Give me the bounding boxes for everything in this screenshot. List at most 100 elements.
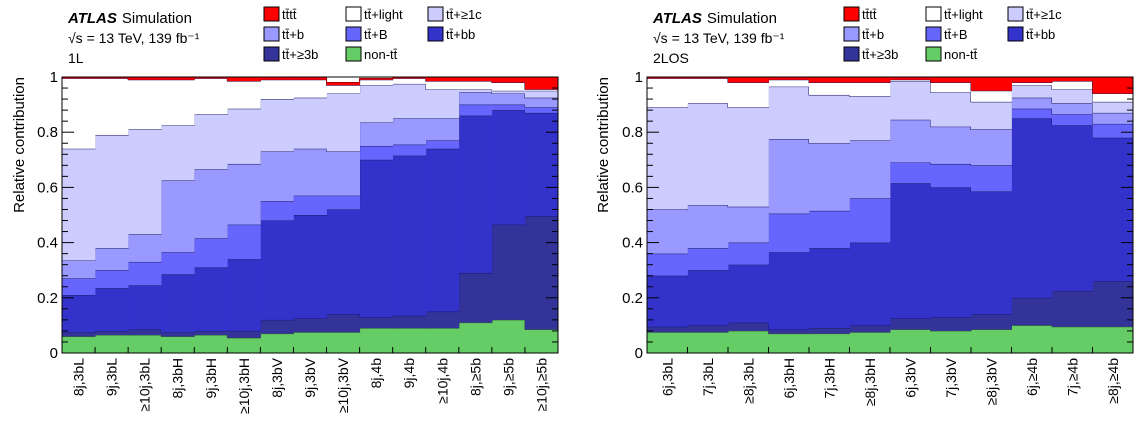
legend-swatch-ge3b (843, 46, 860, 62)
x-tick-label: ≥10j,3bH (236, 358, 252, 414)
bin-nontt-4 (768, 333, 810, 353)
x-tick-label: 9j,4b (401, 358, 417, 389)
bin-ge3b-12 (1092, 281, 1134, 327)
bin-b-8 (930, 126, 972, 164)
legend-label-ge1c: tt̄+≥1c (1026, 7, 1062, 22)
x-tick-label: ≥10j,3bV (335, 357, 351, 413)
x-tick-label: ≥10j,3bL (137, 358, 153, 412)
bin-tttt-6 (849, 77, 891, 83)
legend-label-tttt: tt̄tt̄ (862, 7, 877, 22)
x-tick-label: 7j,≥4b (1064, 358, 1080, 396)
bin-ge1c-11 (1052, 89, 1093, 104)
bin-bb-14 (491, 110, 526, 225)
bin-light-3 (728, 82, 769, 108)
legend-swatch-ge1c (427, 6, 444, 22)
bin-nontt-5 (194, 335, 228, 353)
bin-ge1c-7 (260, 99, 294, 152)
bin-ge1c-10 (1011, 85, 1053, 98)
legend-label-nontt: non-tt̄ (944, 47, 978, 62)
bin-bb-5 (194, 267, 228, 331)
bin-light-7 (260, 79, 294, 100)
bin-bb-12 (425, 148, 460, 312)
bin-ge3b-8 (930, 317, 972, 331)
bin-nontt-14 (491, 319, 526, 353)
legend-label-light: tt̄+light (364, 7, 403, 22)
bin-light-8 (930, 82, 972, 93)
bin-tttt-11 (392, 77, 427, 79)
bin-nontt-13 (458, 322, 493, 353)
bin-ge3b-11 (392, 315, 427, 329)
bin-light-12 (425, 81, 460, 90)
x-tick-label: 8j,3bH (170, 358, 186, 398)
x-tick-label: 8j,≥5b (467, 358, 483, 396)
bin-B-6 (227, 224, 261, 260)
bin-bb-2 (95, 288, 129, 331)
bin-ge3b-1 (62, 332, 96, 337)
bin-bb-1 (647, 275, 688, 327)
x-tick-label: ≥8j,3bV (983, 357, 999, 405)
bin-ge3b-6 (849, 325, 891, 333)
bin-tttt-11 (1052, 77, 1093, 82)
bin-bb-11 (1052, 125, 1093, 291)
legend-swatch-nontt (345, 46, 362, 62)
legend-label-b: tt̄+b (862, 27, 884, 42)
bin-tttt-8 (930, 77, 972, 83)
bin-b-14 (491, 93, 526, 105)
bin-ge3b-15 (524, 216, 559, 330)
x-tick-label: 7j,3bV (943, 357, 959, 397)
bin-ge3b-9 (326, 314, 360, 333)
bin-tttt-6 (227, 77, 261, 82)
bin-bb-6 (227, 259, 261, 331)
bin-ge1c-8 (930, 92, 972, 127)
bin-nontt-6 (849, 332, 891, 353)
bin-light-10 (359, 79, 394, 86)
y-tick-label: 0.2 (37, 290, 58, 307)
simulation-label: Simulation (122, 10, 192, 27)
y-tick-label: 1 (635, 69, 643, 86)
bin-b-13 (458, 92, 493, 105)
atlas-name: ATLAS (652, 10, 702, 27)
bin-bb-6 (849, 242, 891, 326)
bin-ge3b-9 (971, 314, 1012, 330)
chart-panel-1l: 0 0.2 0.4 0.6 0.8 1 Relative contribution 8j,3b… (11, 6, 559, 414)
bin-light-6 (227, 81, 261, 109)
legend-swatch-light (925, 6, 942, 22)
bin-light-1 (62, 78, 96, 149)
x-tick-label: 9j,3bV (302, 357, 318, 397)
bin-light-12 (1092, 93, 1134, 102)
bin-B-1 (62, 278, 96, 296)
bin-ge1c-1 (647, 107, 688, 210)
bin-b-10 (359, 122, 394, 146)
bin-light-2 (95, 78, 129, 135)
bin-b-15 (524, 97, 559, 108)
bin-b-5 (809, 143, 850, 211)
bin-tttt-9 (971, 77, 1012, 91)
bin-light-5 (809, 82, 850, 95)
x-tick-label: 6j,≥4b (1024, 358, 1040, 396)
bin-b-12 (1092, 112, 1134, 124)
bin-ge1c-3 (728, 107, 769, 207)
bin-ge3b-10 (1011, 297, 1053, 326)
bin-ge1c-5 (809, 94, 850, 144)
bin-light-2 (687, 78, 729, 104)
legend-label-ge3b: tt̄+≥3b (282, 47, 318, 62)
bin-B-3 (128, 261, 162, 286)
bin-ge3b-4 (768, 329, 810, 334)
bin-bb-13 (458, 115, 493, 273)
bin-bb-3 (128, 285, 162, 330)
y-tick-label: 0.2 (622, 290, 643, 307)
bin-ge1c-2 (687, 103, 729, 206)
legend-label-B: tt̄+B (944, 27, 968, 42)
y-tick-label: 0.8 (622, 124, 643, 141)
bin-light-15 (524, 89, 559, 91)
bin-b-6 (849, 140, 891, 199)
bin-B-9 (326, 195, 360, 210)
bin-tttt-7 (260, 77, 294, 80)
legend-label-nontt: non-tt̄ (364, 47, 398, 62)
chart-panel-2los: 0 0.2 0.4 0.6 0.8 1 Relative contribution 6j,3b… (595, 6, 1134, 406)
bin-b-2 (687, 205, 729, 249)
bin-B-12 (425, 140, 460, 149)
bin-nontt-5 (809, 333, 850, 353)
bin-b-1 (62, 260, 96, 279)
y-tick-label: 0.8 (37, 124, 58, 141)
